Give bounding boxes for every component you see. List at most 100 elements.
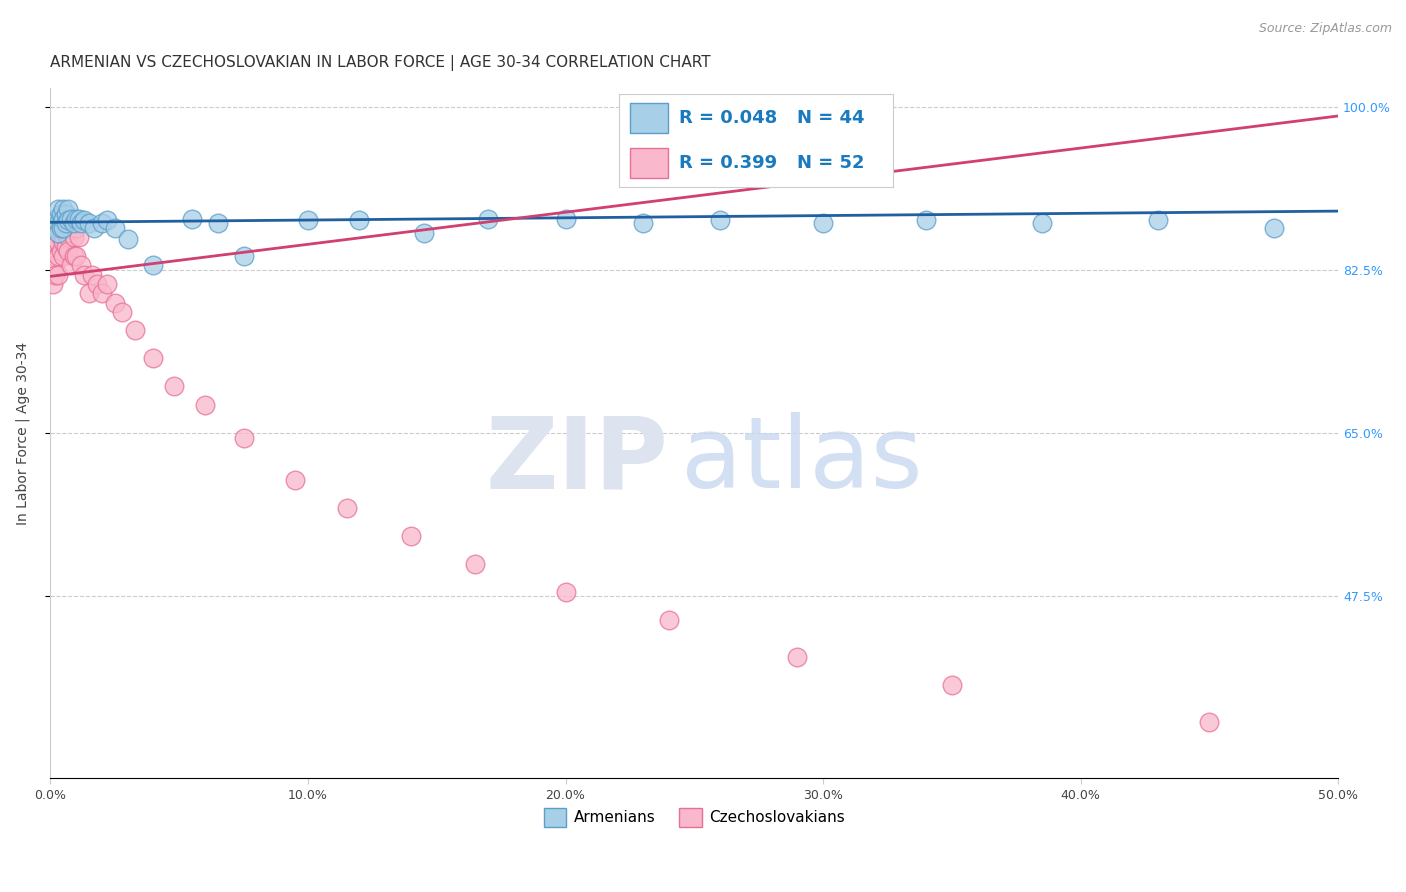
Point: [83, 220, 105, 235]
Point: [44, 268, 66, 282]
Point: [104, 295, 127, 310]
Point: [65, 211, 87, 226]
Text: N = 52: N = 52: [797, 154, 865, 172]
Y-axis label: In Labor Force | Age 30-34: In Labor Force | Age 30-34: [15, 342, 30, 524]
Point: [284, 473, 307, 487]
Point: [1031, 216, 1053, 230]
Point: [49, 230, 72, 244]
Point: [55, 239, 77, 253]
Text: R = 0.048: R = 0.048: [679, 109, 778, 127]
Point: [52, 235, 75, 249]
Point: [915, 213, 938, 227]
Point: [70, 216, 93, 230]
Point: [412, 226, 434, 240]
Point: [67, 230, 90, 244]
Point: [477, 211, 499, 226]
Point: [46, 220, 69, 235]
Point: [55, 226, 77, 240]
Point: [42, 249, 65, 263]
Point: [44, 211, 66, 226]
Point: [77, 216, 100, 230]
Point: [709, 213, 731, 227]
Point: [86, 277, 108, 291]
Legend: Armenians, Czechoslovakians: Armenians, Czechoslovakians: [537, 802, 851, 833]
Point: [65, 220, 87, 235]
Text: Source: ZipAtlas.com: Source: ZipAtlas.com: [1258, 22, 1392, 36]
Point: [399, 529, 422, 543]
Point: [46, 268, 69, 282]
Point: [49, 216, 72, 230]
Point: [811, 216, 834, 230]
Point: [117, 232, 139, 246]
Point: [55, 216, 77, 230]
Point: [1198, 715, 1220, 730]
Point: [96, 277, 118, 291]
Point: [90, 216, 112, 230]
Point: [58, 202, 80, 217]
Point: [464, 557, 486, 571]
Point: [49, 207, 72, 221]
Point: [55, 207, 77, 221]
Text: ARMENIAN VS CZECHOSLOVAKIAN IN LABOR FORCE | AGE 30-34 CORRELATION CHART: ARMENIAN VS CZECHOSLOVAKIAN IN LABOR FOR…: [51, 55, 711, 71]
Point: [297, 213, 319, 227]
Point: [232, 431, 254, 445]
Point: [44, 220, 66, 235]
Point: [44, 235, 66, 249]
Point: [49, 220, 72, 235]
Point: [58, 244, 80, 259]
Point: [58, 230, 80, 244]
Point: [42, 277, 65, 291]
Point: [52, 202, 75, 217]
Point: [49, 220, 72, 235]
Point: [1263, 220, 1285, 235]
Point: [52, 211, 75, 226]
Point: [96, 213, 118, 227]
Point: [52, 211, 75, 226]
Point: [59, 258, 82, 272]
Point: [631, 216, 654, 230]
Text: ZIP: ZIP: [485, 412, 668, 509]
Text: R = 0.399: R = 0.399: [679, 154, 778, 172]
Point: [194, 398, 217, 412]
Point: [58, 216, 80, 230]
Point: [58, 213, 80, 227]
Point: [941, 678, 963, 692]
Point: [142, 351, 165, 366]
Point: [181, 211, 204, 226]
Point: [104, 220, 127, 235]
Point: [52, 220, 75, 235]
Point: [42, 216, 65, 230]
Point: [59, 216, 82, 230]
Point: [335, 500, 357, 515]
Point: [59, 211, 82, 226]
Point: [554, 211, 576, 226]
Point: [46, 235, 69, 249]
Point: [62, 249, 84, 263]
Point: [657, 613, 679, 627]
Point: [786, 650, 808, 665]
Point: [80, 268, 103, 282]
Point: [207, 216, 229, 230]
Point: [1147, 213, 1170, 227]
Point: [349, 213, 371, 227]
Point: [70, 258, 93, 272]
Point: [46, 249, 69, 263]
Point: [52, 220, 75, 235]
Bar: [630, 103, 668, 133]
Point: [77, 286, 100, 301]
Point: [124, 324, 146, 338]
Point: [554, 584, 576, 599]
Point: [52, 249, 75, 263]
Point: [44, 258, 66, 272]
Point: [111, 305, 134, 319]
Point: [46, 216, 69, 230]
Point: [49, 244, 72, 259]
Point: [67, 211, 90, 226]
Point: [142, 258, 165, 272]
Point: [62, 216, 84, 230]
Point: [62, 230, 84, 244]
Point: [232, 249, 254, 263]
Point: [73, 268, 96, 282]
Text: N = 44: N = 44: [797, 109, 865, 127]
Point: [65, 249, 87, 263]
